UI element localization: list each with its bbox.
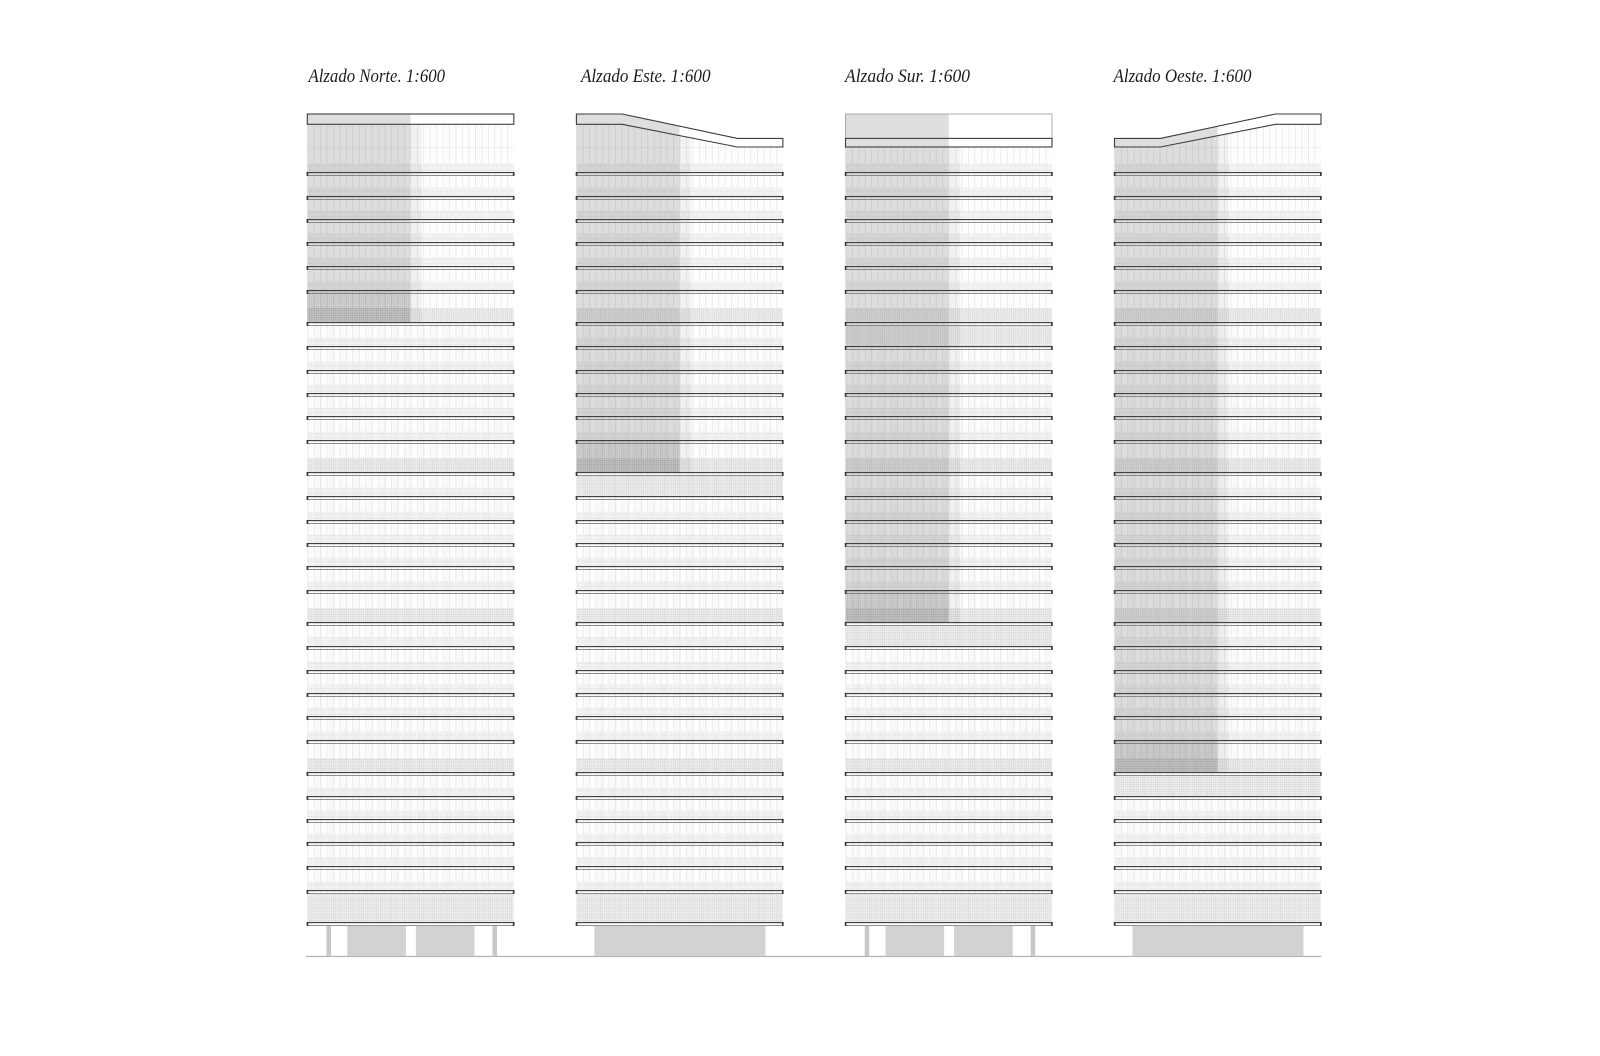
svg-text:Alzado Este. 1:600: Alzado Este. 1:600 [579,67,711,87]
svg-text:Alzado Sur. 1:600: Alzado Sur. 1:600 [843,67,971,87]
svg-text:Alzado Norte. 1:600: Alzado Norte. 1:600 [307,67,446,87]
svg-text:Alzado Oeste. 1:600: Alzado Oeste. 1:600 [1112,67,1253,87]
